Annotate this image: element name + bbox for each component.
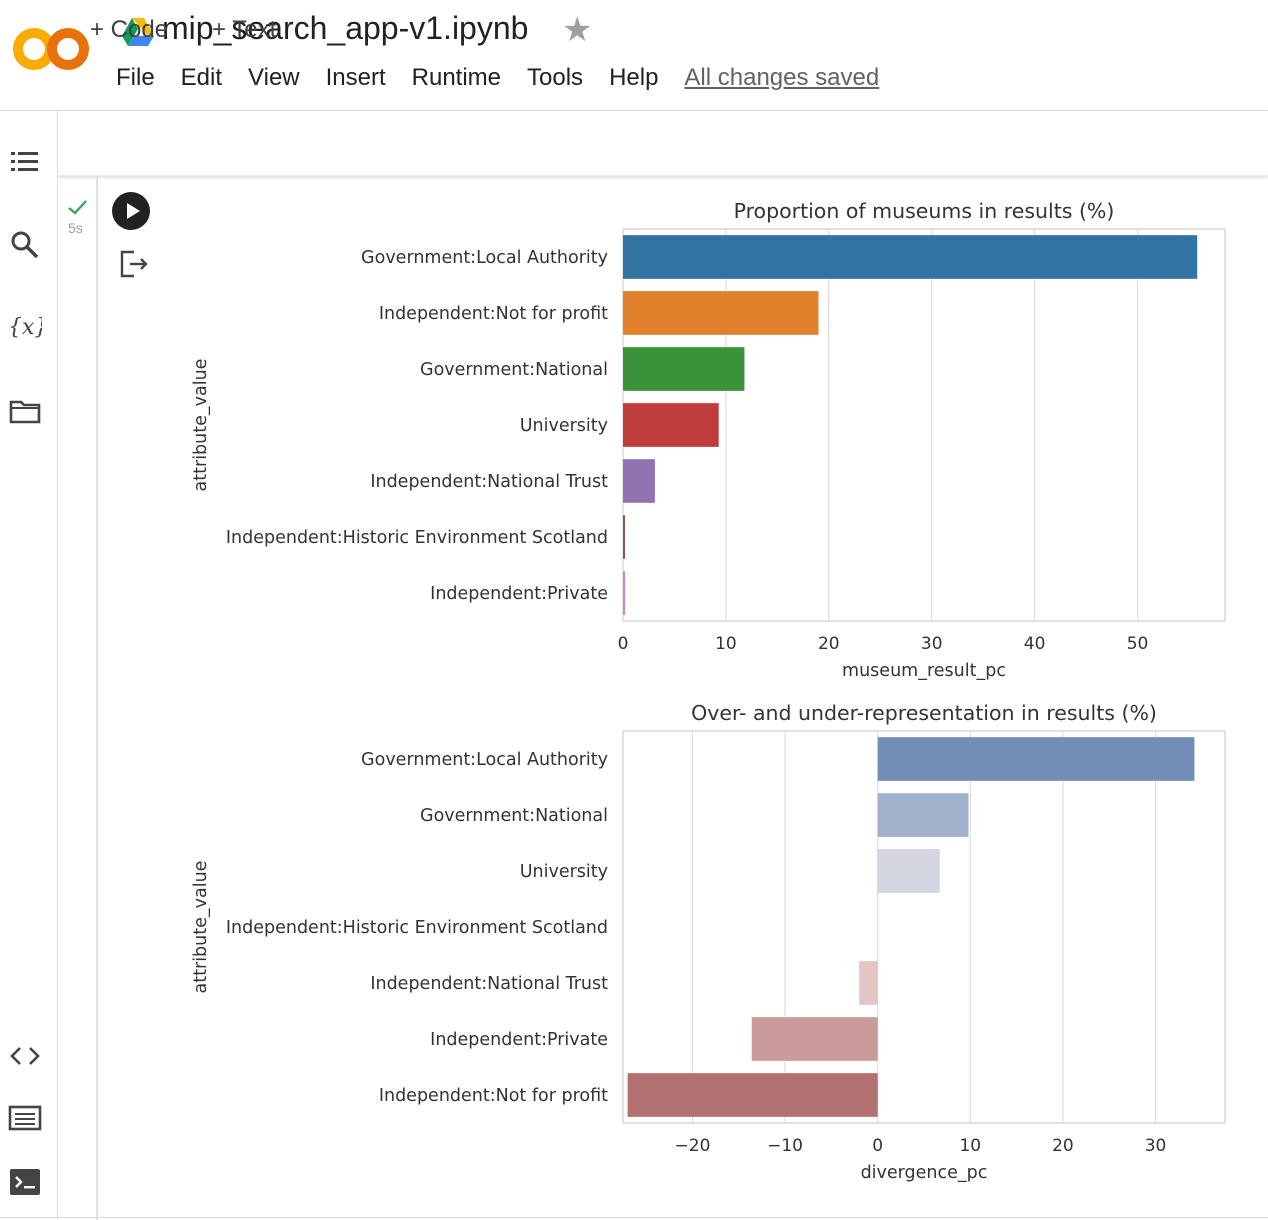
chart-frame	[622, 730, 1226, 1124]
save-status-link[interactable]: All changes saved	[684, 64, 880, 91]
bar	[877, 737, 1195, 781]
y-tick-label: Government:National	[420, 360, 608, 380]
divider	[0, 1217, 1268, 1218]
bar	[623, 515, 626, 559]
y-tick-label: Independent:National Trust	[370, 974, 608, 994]
bar	[623, 571, 626, 615]
x-tick-label: 50	[1127, 634, 1149, 654]
y-tick-label: Government:Local Authority	[361, 248, 608, 268]
x-tick-label: −20	[675, 1136, 711, 1156]
bar	[877, 849, 940, 893]
x-tick-label: −10	[767, 1136, 803, 1156]
bar	[623, 459, 655, 503]
add-code-button[interactable]: + Code	[90, 16, 169, 43]
menu-view[interactable]: View	[248, 64, 300, 91]
y-tick-label: Independent:Private	[430, 1030, 608, 1050]
chart-title: Over- and under-representation in result…	[691, 701, 1157, 725]
menu-file[interactable]: File	[116, 64, 155, 91]
output-actions-icon[interactable]	[118, 248, 150, 280]
terminal-icon[interactable]	[8, 1165, 42, 1199]
cell-gutter	[58, 176, 98, 1220]
notebook-title[interactable]: mip_search_app-v1.ipynb	[162, 10, 529, 46]
svg-text:{x}: {x}	[8, 315, 42, 340]
y-tick-label: Government:National	[420, 806, 608, 826]
menu-edit[interactable]: Edit	[180, 64, 223, 91]
x-tick-label: 20	[1052, 1136, 1074, 1156]
toc-icon[interactable]	[8, 145, 42, 179]
x-axis-label: museum_result_pc	[842, 661, 1006, 681]
star-icon[interactable]: ★	[562, 11, 593, 49]
x-tick-label: 0	[872, 1136, 883, 1156]
bar	[751, 1017, 878, 1061]
menu-help[interactable]: Help	[609, 64, 659, 91]
x-tick-label: 20	[818, 634, 840, 654]
x-tick-label: 40	[1024, 634, 1046, 654]
app-header	[0, 0, 1268, 111]
y-tick-label: Independent:Not for profit	[379, 1086, 608, 1106]
colab-logo[interactable]	[12, 24, 90, 74]
files-icon[interactable]	[8, 394, 42, 428]
y-axis-label: attribute_value	[191, 359, 211, 492]
y-tick-label: Independent:Historic Environment Scotlan…	[226, 918, 608, 938]
bar	[859, 961, 878, 1005]
variables-icon[interactable]: {x}	[8, 309, 42, 343]
code-snippets-icon[interactable]	[8, 1039, 42, 1073]
y-tick-label: Independent:Private	[430, 584, 608, 604]
search-icon[interactable]	[8, 228, 42, 262]
y-tick-label: University	[520, 862, 608, 882]
menu-insert[interactable]: Insert	[325, 64, 386, 91]
y-tick-label: Independent:Historic Environment Scotlan…	[226, 528, 608, 548]
y-axis-label: attribute_value	[191, 861, 211, 994]
bar	[623, 291, 819, 335]
x-tick-label: 30	[1145, 1136, 1167, 1156]
x-tick-label: 30	[921, 634, 943, 654]
x-tick-label: 0	[618, 634, 629, 654]
play-icon	[127, 203, 140, 219]
y-tick-label: Government:Local Authority	[361, 750, 608, 770]
google-drive-icon	[122, 18, 154, 46]
x-tick-label: 10	[959, 1136, 981, 1156]
x-tick-label: 10	[715, 634, 737, 654]
bar	[623, 403, 719, 447]
y-tick-label: Independent:National Trust	[370, 472, 608, 492]
left-sidebar: {x}	[0, 111, 58, 1220]
y-tick-label: University	[520, 416, 608, 436]
bar	[623, 347, 745, 391]
execution-time: 5s	[68, 220, 83, 236]
menu-tools[interactable]: Tools	[527, 64, 584, 91]
add-text-button[interactable]: + Text	[212, 16, 277, 43]
chart-title: Proportion of museums in results (%)	[734, 199, 1115, 223]
bar	[623, 235, 1198, 279]
run-cell-button[interactable]	[112, 192, 150, 230]
menu-bar: File Edit View Insert Runtime Tools Help…	[116, 64, 879, 92]
command-palette-icon[interactable]	[8, 1101, 42, 1135]
y-tick-label: Independent:Not for profit	[379, 304, 608, 324]
check-icon	[68, 200, 87, 215]
notebook-toolbar	[58, 111, 1268, 176]
bar	[877, 793, 969, 837]
menu-runtime[interactable]: Runtime	[411, 64, 502, 91]
bar	[627, 1073, 878, 1117]
x-axis-label: divergence_pc	[861, 1163, 988, 1183]
